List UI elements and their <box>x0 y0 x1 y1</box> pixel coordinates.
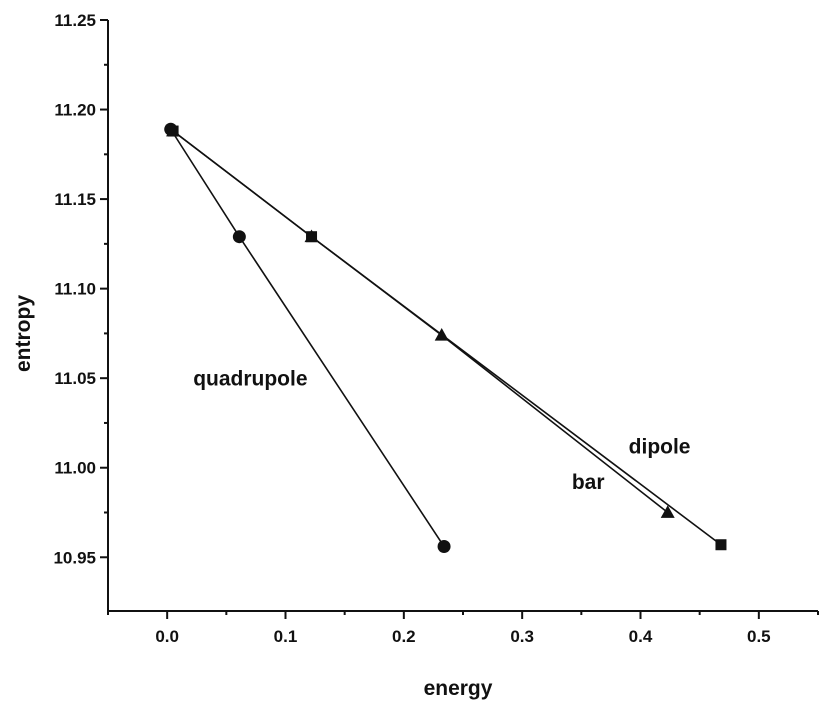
axes: 10.95 11.00 11.05 11.10 11.15 11.20 11.25 0.0 0.… <box>53 11 819 646</box>
y-axis-title: entropy <box>12 295 35 372</box>
annotation-dipole: dipole <box>629 435 691 458</box>
y-tick-label-5: 11.20 <box>54 101 96 120</box>
quadrupole-point-2 <box>437 540 451 554</box>
x-tick-label-5: 0.5 <box>747 627 771 646</box>
quadrupole-point-1 <box>232 230 246 244</box>
x-tick-label-1: 0.1 <box>274 627 298 646</box>
bar-point-2 <box>434 328 449 341</box>
y-tick-label-2: 11.05 <box>54 369 96 388</box>
x-axis-title: energy <box>424 677 493 700</box>
series-layer <box>164 122 727 554</box>
x-tick-label-0: 0.0 <box>155 627 179 646</box>
dipole-point-2 <box>715 539 727 551</box>
y-tick-label-4: 11.15 <box>54 190 96 209</box>
y-tick-label-3: 11.10 <box>54 280 96 299</box>
x-tick-label-2: 0.2 <box>392 627 416 646</box>
x-tick-label-3: 0.3 <box>510 627 534 646</box>
y-tick-label-0: 10.95 <box>53 548 96 567</box>
y-tick-label-1: 11.00 <box>54 459 96 478</box>
annotation-layer: quadrupole dipole bar <box>193 367 690 494</box>
series-quadrupole <box>164 122 451 554</box>
series-line-quadrupole <box>170 128 445 547</box>
annotation-quadrupole: quadrupole <box>193 367 307 390</box>
y-tick-label-6: 11.25 <box>54 11 96 30</box>
bar-point-3 <box>660 505 675 518</box>
series-bar <box>166 123 675 518</box>
annotation-bar: bar <box>572 471 605 494</box>
x-tick-label-4: 0.4 <box>629 627 653 646</box>
series-line-bar <box>172 130 669 514</box>
bar-point-0 <box>166 123 181 137</box>
bar-point-1 <box>304 229 319 243</box>
